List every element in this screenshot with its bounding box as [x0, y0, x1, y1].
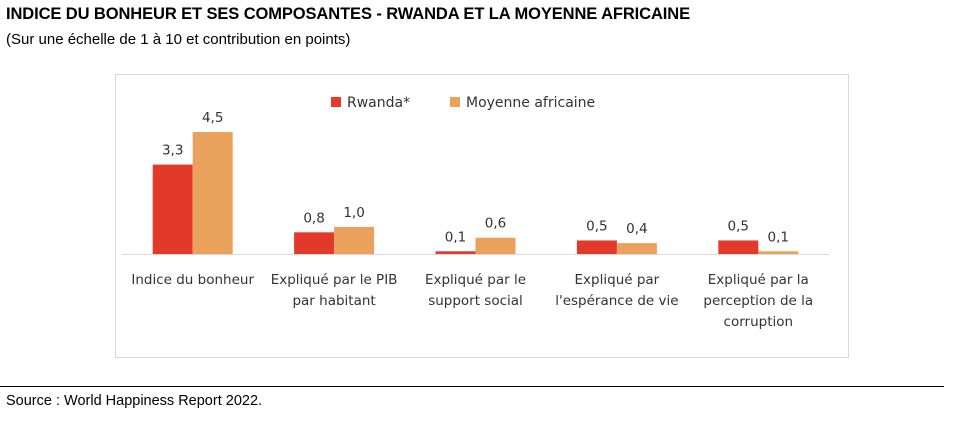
category-label: l'espérance de vie: [555, 293, 678, 309]
data-label: 0,6: [485, 216, 506, 232]
chart-frame: [115, 74, 849, 358]
data-label: 0,8: [303, 210, 324, 226]
bar-rwanda: [718, 240, 759, 254]
bar-rwanda: [435, 251, 476, 254]
category-label: Indice du bonheur: [131, 272, 254, 288]
data-label: 0,5: [728, 218, 749, 234]
data-label: 0,1: [768, 229, 789, 245]
category-label: par habitant: [292, 293, 375, 309]
bar-africa: [475, 237, 516, 254]
chart-subtitle: (Sur une échelle de 1 à 10 et contributi…: [6, 31, 351, 48]
data-label: 3,3: [162, 143, 183, 159]
legend-label: Rwanda*: [347, 95, 410, 111]
bar-rwanda: [152, 164, 193, 254]
chart-title: INDICE DU BONHEUR ET SES COMPOSANTES - R…: [6, 5, 690, 23]
legend-swatch: [331, 97, 341, 107]
bar-africa: [192, 132, 233, 254]
footer-divider: [0, 386, 944, 387]
legend-label: Moyenne africaine: [466, 95, 595, 111]
source-note: Source : World Happiness Report 2022.: [6, 393, 263, 409]
data-label: 0,5: [586, 218, 607, 234]
data-label: 0,4: [626, 221, 647, 237]
category-label: support social: [428, 293, 523, 309]
category-label: corruption: [724, 314, 794, 330]
category-label: Expliqué par la: [708, 272, 809, 288]
bar-rwanda: [294, 232, 335, 254]
data-label: 1,0: [343, 205, 364, 221]
category-label: Expliqué par le PIB: [271, 272, 398, 288]
bar-africa: [616, 243, 657, 254]
bar-africa: [758, 251, 799, 254]
bar-africa: [334, 226, 375, 254]
data-label: 0,1: [445, 229, 466, 245]
legend-swatch: [450, 97, 460, 107]
data-label: 4,5: [202, 110, 223, 126]
category-label: Expliqué par: [575, 272, 660, 288]
category-label: perception de la: [703, 293, 813, 309]
category-label: Expliqué par le: [425, 272, 526, 288]
bar-rwanda: [576, 240, 617, 254]
